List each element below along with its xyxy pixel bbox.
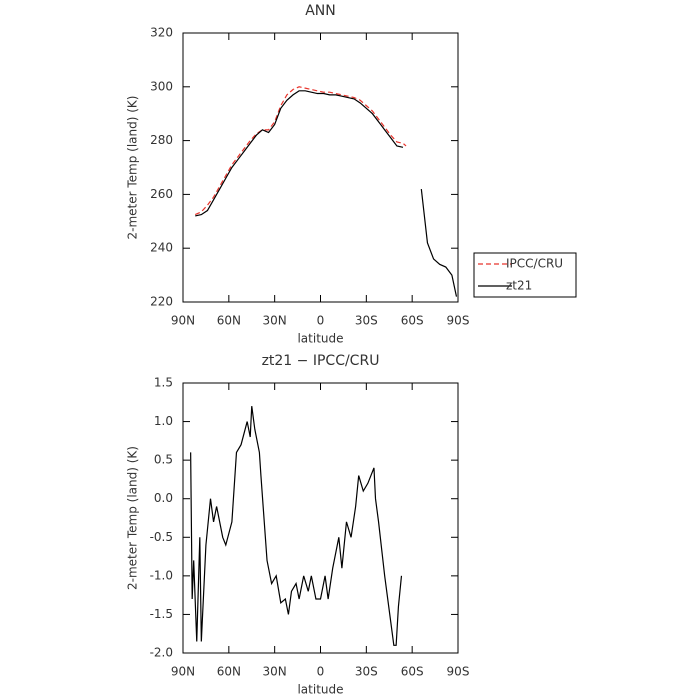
y-tick-label: -1.5 (150, 607, 173, 621)
x-tick-label: 30S (355, 314, 378, 328)
y-tick-label: 240 (150, 241, 173, 255)
y-tick-label: 320 (150, 26, 173, 40)
chart-title: zt21 − IPCC/CRU (262, 353, 380, 369)
x-tick-label: 30N (263, 314, 287, 328)
y-tick-label: -0.5 (150, 530, 173, 544)
x-tick-label: 30N (263, 665, 287, 679)
y-tick-label: 1.0 (154, 414, 173, 428)
data-line (195, 90, 458, 297)
x-tick-label: 90S (447, 665, 470, 679)
x-axis-label: latitude (297, 332, 343, 346)
x-tick-label: 60S (401, 314, 424, 328)
y-tick-label: 220 (150, 295, 173, 309)
y-axis-label: 2-meter Temp (land) (K) (126, 96, 140, 240)
x-tick-label: 60N (217, 314, 241, 328)
plot-frame (182, 32, 459, 303)
x-tick-label: 60N (217, 665, 241, 679)
data-line (190, 406, 403, 646)
y-tick-label: 1.5 (154, 376, 173, 390)
data-line (194, 86, 407, 216)
plot-frame (182, 382, 459, 654)
y-tick-label: -2.0 (150, 646, 173, 660)
x-tick-label: 90S (447, 314, 470, 328)
x-tick-label: 60S (401, 665, 424, 679)
x-tick-label: 90N (171, 314, 195, 328)
y-tick-label: 280 (150, 133, 173, 147)
y-tick-label: 0.0 (154, 491, 173, 505)
legend-label: zt21 (506, 279, 532, 293)
x-tick-label: 0 (317, 665, 325, 679)
chart-title: ANN (305, 3, 336, 19)
x-axis-label: latitude (297, 683, 343, 697)
y-tick-label: -1.0 (150, 568, 173, 582)
legend-box (473, 252, 577, 298)
y-tick-label: 0.5 (154, 453, 173, 467)
legend-label: IPCC/CRU (506, 257, 563, 271)
y-tick-label: 300 (150, 79, 173, 93)
x-tick-label: 0 (317, 314, 325, 328)
x-tick-label: 90N (171, 665, 195, 679)
y-axis-label: 2-meter Temp (land) (K) (126, 446, 140, 590)
y-tick-label: 260 (150, 187, 173, 201)
x-tick-label: 30S (355, 665, 378, 679)
